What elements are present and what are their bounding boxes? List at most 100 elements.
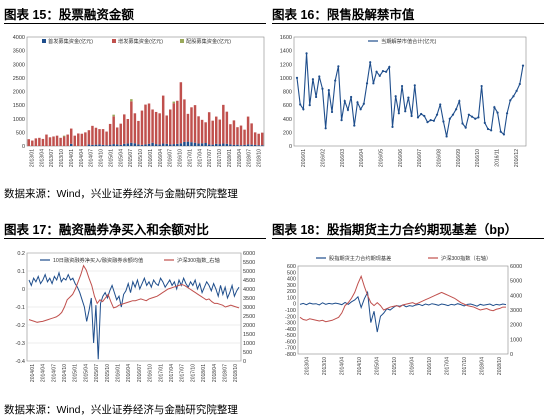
- chart-17-ytick-label: 0.1: [17, 269, 25, 275]
- chart-15-bar: [108, 123, 112, 145]
- chart-16-point: [381, 69, 385, 73]
- chart-16-point: [330, 110, 334, 114]
- chart-16-ytick-label: 1200: [280, 62, 292, 68]
- chart-15-bar: [62, 136, 66, 146]
- chart-16-xtick-label: 2016/04: [359, 149, 365, 167]
- chart-16-plot-frame: [293, 36, 527, 147]
- chart-15-bar: [232, 144, 236, 146]
- chart-15-bar: [27, 139, 31, 146]
- chart-16-point: [474, 117, 477, 120]
- chart-18-ytick-label: -200: [285, 314, 296, 320]
- chart-16-point: [448, 117, 451, 120]
- chart-16-title-rule: [272, 23, 544, 24]
- chart-16-point: [324, 127, 327, 130]
- chart-18-y2tick-label: 4000: [510, 293, 522, 299]
- chart-15-ytick-label: 3000: [13, 62, 25, 68]
- chart-15-bar: [172, 101, 176, 104]
- chart-17-xtick-label: 2016/07: [137, 364, 143, 382]
- chart-17-y2tick-label: 0: [243, 359, 246, 365]
- chart-15-bar: [243, 129, 246, 145]
- chart-16-point: [458, 99, 461, 103]
- chart-16-ytick-label: 200: [283, 130, 292, 136]
- chart-15-bar: [260, 145, 264, 146]
- chart-17-xtick-label: 2015/07: [94, 364, 100, 382]
- chart-15-bar: [105, 145, 108, 146]
- chart-15-bar: [115, 127, 119, 145]
- chart-15-bar: [144, 144, 147, 146]
- chart-18-ytick-label: -700: [285, 346, 296, 352]
- chart-16-point: [442, 120, 445, 123]
- chart-16-point: [496, 111, 499, 114]
- chart-16-point: [486, 127, 490, 131]
- chart-18-xtick-label: 2013/04: [304, 357, 310, 375]
- chart-17-y2tick-label: 3000: [243, 305, 255, 311]
- chart-15-bar: [154, 144, 158, 146]
- chart-15-bar: [62, 135, 66, 137]
- chart-17-y2tick-label: 4000: [243, 287, 255, 293]
- chart-16-point: [464, 126, 467, 129]
- chart-16-point: [327, 89, 330, 92]
- chart-15-xtick-label: 2018/04: [237, 149, 243, 167]
- chart-15-bar: [123, 143, 126, 146]
- chart-16-xtick-label: 2016/05: [379, 149, 385, 167]
- chart-15-bar: [52, 136, 55, 146]
- chart-18-title: 图表 18：股指期货主力合约期现基差（bp）: [272, 223, 518, 237]
- chart-15-xtick-label: 2014/10: [99, 149, 105, 167]
- chart-15-bar: [207, 112, 211, 145]
- chart-18-ytick-label: -100: [285, 308, 296, 314]
- chart-16-point: [365, 82, 369, 85]
- chart-17-y2tick-label: 1000: [243, 341, 255, 347]
- chart-16-point: [388, 65, 391, 69]
- chart-17-xtick-label: 2016/04: [126, 364, 132, 382]
- chart-16-point: [455, 108, 458, 111]
- chart-16-point: [493, 106, 496, 109]
- chart-15-bar: [179, 143, 183, 146]
- chart-15-bar: [147, 103, 151, 144]
- chart-15-bar: [176, 143, 179, 146]
- chart-15-legend-swatch: [112, 39, 116, 43]
- chart-15-bar: [34, 138, 38, 146]
- chart-15-xtick-label: 2013/10: [59, 149, 65, 167]
- chart-15-legend-label: 配股募集资金(亿元): [186, 37, 231, 45]
- chart-15-bar: [183, 141, 186, 146]
- chart-17-ytick-label: 0.2: [17, 251, 25, 257]
- chart-15-bar: [98, 144, 101, 146]
- chart-15-bar: [260, 132, 264, 146]
- chart-15-bar: [225, 111, 229, 144]
- chart-17-xtick-label: 2016/10: [148, 364, 154, 382]
- chart-15-xtick-label: 2018/10: [257, 149, 263, 167]
- chart-16-ytick-label: 600: [283, 103, 292, 109]
- chart-15-bar: [165, 143, 168, 146]
- chart-15-bar: [31, 140, 34, 146]
- chart-16-point: [340, 119, 343, 122]
- chart-16-ytick-label: 800: [283, 90, 292, 96]
- chart-16-point: [467, 113, 470, 116]
- chart-15-bar: [94, 127, 98, 145]
- chart-15-xtick-label: 2018/01: [227, 149, 233, 167]
- chart-15-bar: [87, 144, 91, 146]
- chart-16-point: [461, 122, 464, 125]
- chart-16-point: [394, 95, 397, 98]
- chart-15-bar: [133, 143, 137, 146]
- chart-16-ytick-label: 1000: [280, 76, 292, 82]
- chart-15-bar: [137, 144, 140, 146]
- chart-18-ytick-label: -300: [285, 321, 296, 327]
- chart-15-bar: [108, 144, 112, 146]
- chart-16-point: [445, 135, 448, 138]
- chart-15-legend-swatch: [180, 39, 184, 43]
- chart-15-bar: [193, 105, 197, 143]
- chart-15-xtick-label: 2016/07: [168, 149, 174, 167]
- chart-16-xtick-label: 2016/12: [514, 149, 520, 167]
- chart-16-point: [391, 125, 394, 129]
- chart-16-xtick-label: 2016/09: [456, 149, 462, 167]
- chart-15-bar: [101, 144, 105, 146]
- chart-15-bar: [169, 109, 172, 145]
- chart-15-xtick-label: 2015/10: [138, 149, 144, 167]
- chart-15-bar: [158, 144, 161, 146]
- chart-15-bar: [94, 144, 98, 146]
- chart-17-y2tick-label: 2000: [243, 323, 255, 329]
- chart-16-point: [318, 75, 321, 78]
- chart-15-bar: [250, 144, 253, 146]
- chart-16-point: [295, 76, 299, 79]
